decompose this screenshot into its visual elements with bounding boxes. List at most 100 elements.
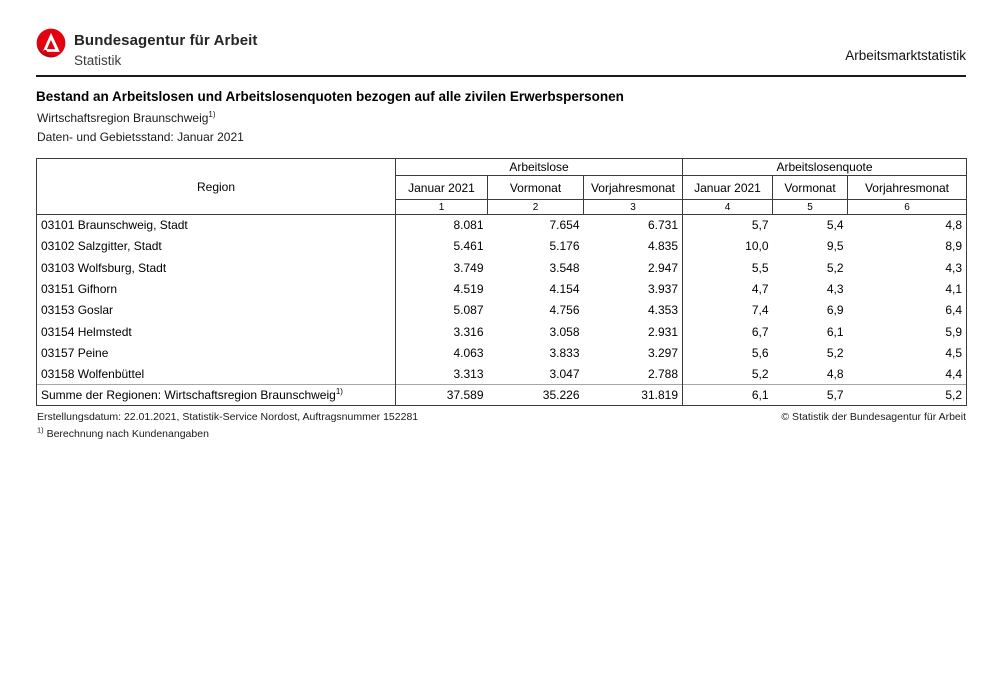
copyright-notice: © Statistik der Bundesagentur für Arbeit xyxy=(781,411,966,423)
creation-info: Erstellungsdatum: 22.01.2021, Statistik-… xyxy=(37,411,419,423)
region-subtitle: Wirtschaftsregion Braunschweig1) xyxy=(37,110,216,126)
region-cell: 03158 Wolfenbüttel xyxy=(36,363,396,385)
value-cell: 6,4 xyxy=(847,299,967,321)
value-cell: 4,3 xyxy=(847,257,967,279)
summary-value-cell: 31.819 xyxy=(583,384,683,407)
value-cell: 4,1 xyxy=(847,278,967,300)
value-cell: 4,4 xyxy=(847,363,967,385)
value-cell: 7.654 xyxy=(549,218,580,233)
footnote-marker: 1) xyxy=(208,110,216,119)
column-header: Vorjahresmonat xyxy=(847,175,967,200)
column-number: 4 xyxy=(682,199,773,215)
table-row: 03151 Gifhorn 4.519 4.154 3.937 4,7 4,3 … xyxy=(36,278,967,300)
group-header-arbeitslose: Arbeitslose xyxy=(395,158,683,176)
value-cell: 2.788 xyxy=(583,363,683,385)
value-cell: 4.519 xyxy=(453,282,484,297)
region-cell: 03103 Wolfsburg, Stadt xyxy=(36,257,396,279)
org-name: Bundesagentur für Arbeit xyxy=(74,32,258,49)
column-header: Vormonat xyxy=(772,175,848,200)
summary-value-cell: 5,2 xyxy=(847,384,967,407)
value-cell: 3.313 xyxy=(453,366,484,381)
value-cell: 4.756 xyxy=(549,303,580,318)
page-title: Bestand an Arbeitslosen und Arbeitslosen… xyxy=(36,89,624,104)
value-cell: 6,1 xyxy=(826,324,844,339)
value-cell: 4.063 xyxy=(453,345,484,360)
value-cell: 5,5 xyxy=(751,260,769,275)
value-cell: 5,4 xyxy=(826,218,844,233)
value-cell: 3.937 xyxy=(583,278,683,300)
table-row: 03103 Wolfsburg, Stadt 3.749 3.548 2.947… xyxy=(36,257,967,279)
brand-text: Bundesagentur für Arbeit Statistik xyxy=(74,26,258,70)
table-header: Region Arbeitslose Arbeitslosenquote Jan… xyxy=(36,158,967,215)
region-cell: 03151 Gifhorn xyxy=(36,278,396,300)
value-cell: 3.058 xyxy=(549,324,580,339)
column-number: 3 xyxy=(583,199,683,215)
region-cell: 03154 Helmstedt xyxy=(36,320,396,343)
value-cell: 5,9 xyxy=(847,320,967,343)
value-cell: 4,7 xyxy=(751,282,769,297)
region-subtitle-text: Wirtschaftsregion Braunschweig xyxy=(37,111,209,125)
header-divider xyxy=(36,75,966,77)
ba-logo-icon xyxy=(36,28,66,58)
footnote-text: Berechnung nach Kundenangaben xyxy=(46,428,209,440)
table-row: 03153 Goslar 5.087 4.756 4.353 7,4 6,9 6… xyxy=(36,299,967,321)
value-cell: 10,0 xyxy=(745,239,769,254)
value-cell: 5,2 xyxy=(826,260,844,275)
column-number-row: 1 2 3 4 5 6 xyxy=(37,199,967,215)
summary-value-cell: 6,1 xyxy=(682,384,773,407)
value-cell: 6.731 xyxy=(583,214,683,236)
table-row: 03157 Peine 4.063 3.833 3.297 5,6 5,2 4,… xyxy=(36,342,967,364)
value-cell: 5,2 xyxy=(826,345,844,360)
value-cell: 8.081 xyxy=(453,218,484,233)
column-header-region: Region xyxy=(36,158,396,215)
column-header: Januar 2021 xyxy=(395,175,488,200)
value-cell: 3.316 xyxy=(453,324,484,339)
column-number: 5 xyxy=(772,199,848,215)
value-cell: 4.154 xyxy=(549,282,580,297)
statistics-table: Region Arbeitslose Arbeitslosenquote Jan… xyxy=(36,158,967,407)
value-cell: 3.833 xyxy=(549,345,580,360)
data-stand-line: Daten- und Gebietsstand: Januar 2021 xyxy=(37,130,244,144)
value-cell: 2.931 xyxy=(583,320,683,343)
summary-value-cell: 35.226 xyxy=(487,384,584,407)
value-cell: 8,9 xyxy=(847,235,967,258)
region-cell: 03157 Peine xyxy=(36,342,396,364)
region-cell: 03101 Braunschweig, Stadt xyxy=(36,214,396,236)
statistic-type-label: Arbeitsmarktstatistik xyxy=(845,48,966,63)
value-cell: 3.297 xyxy=(583,342,683,364)
column-header: Vorjahresmonat xyxy=(583,175,683,200)
column-number: 2 xyxy=(487,199,584,215)
value-cell: 4,3 xyxy=(826,282,844,297)
value-cell: 2.947 xyxy=(583,257,683,279)
value-cell: 3.749 xyxy=(453,260,484,275)
value-cell: 6,9 xyxy=(826,303,844,318)
value-cell: 9,5 xyxy=(826,239,844,254)
region-cell: 03153 Goslar xyxy=(36,299,396,321)
table-row: 03102 Salzgitter, Stadt 5.461 5.176 4.83… xyxy=(36,235,967,258)
value-cell: 4,5 xyxy=(847,342,967,364)
column-number: 1 xyxy=(395,199,488,215)
value-cell: 5,7 xyxy=(751,218,769,233)
table-body: 03101 Braunschweig, Stadt 8.081 7.654 6.… xyxy=(36,214,967,407)
org-subtitle: Statistik xyxy=(74,53,122,68)
value-cell: 5.176 xyxy=(549,239,580,254)
value-cell: 5.087 xyxy=(453,303,484,318)
footnote-marker: 1) xyxy=(37,425,44,435)
value-cell: 4.353 xyxy=(583,299,683,321)
column-number: 6 xyxy=(847,199,967,215)
table-row: 03158 Wolfenbüttel 3.313 3.047 2.788 5,2… xyxy=(36,363,967,385)
table-row: 03154 Helmstedt 3.316 3.058 2.931 6,7 6,… xyxy=(36,320,967,343)
value-cell: 4,8 xyxy=(826,366,844,381)
value-cell: 6,7 xyxy=(751,324,769,339)
value-cell: 4.835 xyxy=(583,235,683,258)
value-cell: 5.461 xyxy=(453,239,484,254)
footnote-marker: 1) xyxy=(335,387,343,397)
summary-region-cell: Summe der Regionen: Wirtschaftsregion Br… xyxy=(36,384,396,407)
column-header-row: Januar 2021 Vormonat Vorjahresmonat Janu… xyxy=(37,175,967,200)
value-cell: 3.047 xyxy=(549,366,580,381)
group-header-row: Region Arbeitslose Arbeitslosenquote xyxy=(36,158,967,215)
value-cell: 4,8 xyxy=(847,214,967,236)
column-header: Vormonat xyxy=(487,175,584,200)
brand-header: Bundesagentur für Arbeit Statistik xyxy=(36,26,258,70)
